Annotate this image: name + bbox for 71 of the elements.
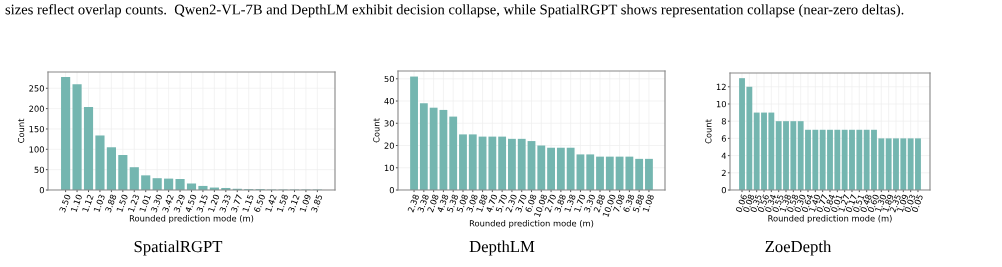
y-tick-label: 6 [721,135,726,142]
x-tick-label: 1.38 [564,194,576,213]
x-axis-title: Rounded prediction mode (m) [469,220,594,229]
x-tick-label: 4.70 [485,194,498,213]
y-tick-label: 50 [34,166,44,173]
y-tick-label: 100 [29,146,44,153]
text: sizes reflect overlap counts. Qwen2-VL-7B and DepthLM exhibit decision collapse, while SpatialRGPT shows representation collapse (near-zero deltas). [5,4,904,18]
x-tick-label: 3.38 [417,194,430,213]
x-tick-label: 1.23 [127,194,140,213]
x-tick-label: 1.03 [93,194,106,213]
x-tick-label: 3.88 [104,194,117,213]
x-tick-label: 4.50 [184,194,197,213]
x-tick-label: 3.30 [150,194,163,213]
y-axis-title: Count [17,118,25,143]
x-tick-label: 1.88 [476,194,488,213]
y-tick-label: 0 [721,186,726,194]
x-tick-label: 3.12 [287,194,300,213]
x-tick-label: 1.01 [139,194,151,213]
y-tick-label: 0 [389,186,394,194]
y-tick-label: 0 [39,186,44,194]
x-tick-label: 1.08 [642,194,655,213]
x-tick-label: 1.20 [207,194,220,213]
x-tick-label: 1.12 [82,194,94,213]
y-tick-label: 10 [384,164,394,172]
x-tick-label: 3.77 [230,194,243,213]
text: DepthLM [469,240,535,256]
x-tick-label: 5.38 [446,194,459,213]
y-tick-label: 8 [721,118,726,125]
x-tick-label: 1.15 [242,194,254,213]
x-tick-label: 5.70 [495,194,508,213]
x-tick-label: 3.30 [583,194,596,213]
x-tick-label: 5.08 [456,194,469,213]
x-tick-label: 1.50 [116,194,129,213]
y-tick-label: 30 [384,120,394,127]
y-tick-label: 4 [721,152,727,159]
x-tick-label: 3.29 [173,194,186,213]
x-tick-label: 3.88 [554,194,567,213]
y-tick-label: 40 [384,98,394,105]
x-tick-label: 1.42 [265,194,277,213]
text: ZoeDepth [765,240,832,256]
x-tick-label: 5.88 [632,194,645,213]
x-tick-label: 1.70 [573,194,586,213]
text: SpatialRGPT [134,240,223,256]
x-tick-label: 2.08 [427,194,439,213]
y-tick-label: 50 [384,75,394,83]
x-tick-label: 3.50 [59,194,71,213]
y-tick-label: 20 [384,142,394,149]
x-tick-label: 3.33 [219,194,232,213]
x-tick-label: 6.50 [253,194,266,213]
x-tick-label: 2.30 [505,194,518,213]
x-tick-label: 1.10 [70,194,83,213]
y-axis-title: Count [373,118,380,143]
y-tick-label: 12 [716,83,726,90]
x-axis-title: Rounded prediction mode (m) [129,215,254,224]
y-axis-title: Count [705,119,712,144]
x-axis-title: Rounded prediction mode (m) [768,215,892,224]
y-tick-label: 200 [29,105,44,112]
x-tick-label: 3.85 [310,194,323,213]
x-tick-label: 2.88 [593,194,606,213]
y-tick-label: 2 [721,169,726,176]
y-tick-label: 10 [716,100,726,108]
x-tick-label: 1.58 [276,194,289,213]
x-tick-label: 3.08 [466,194,479,213]
x-tick-label: 2.38 [407,194,420,213]
x-tick-label: 6.38 [622,194,635,213]
x-tick-label: 1.09 [299,194,312,213]
x-tick-label: 3.42 [162,194,174,213]
x-tick-label: 3.70 [515,194,527,213]
x-tick-label: 3.15 [196,194,209,213]
y-tick-label: 250 [29,85,44,92]
y-tick-label: 150 [29,125,44,133]
